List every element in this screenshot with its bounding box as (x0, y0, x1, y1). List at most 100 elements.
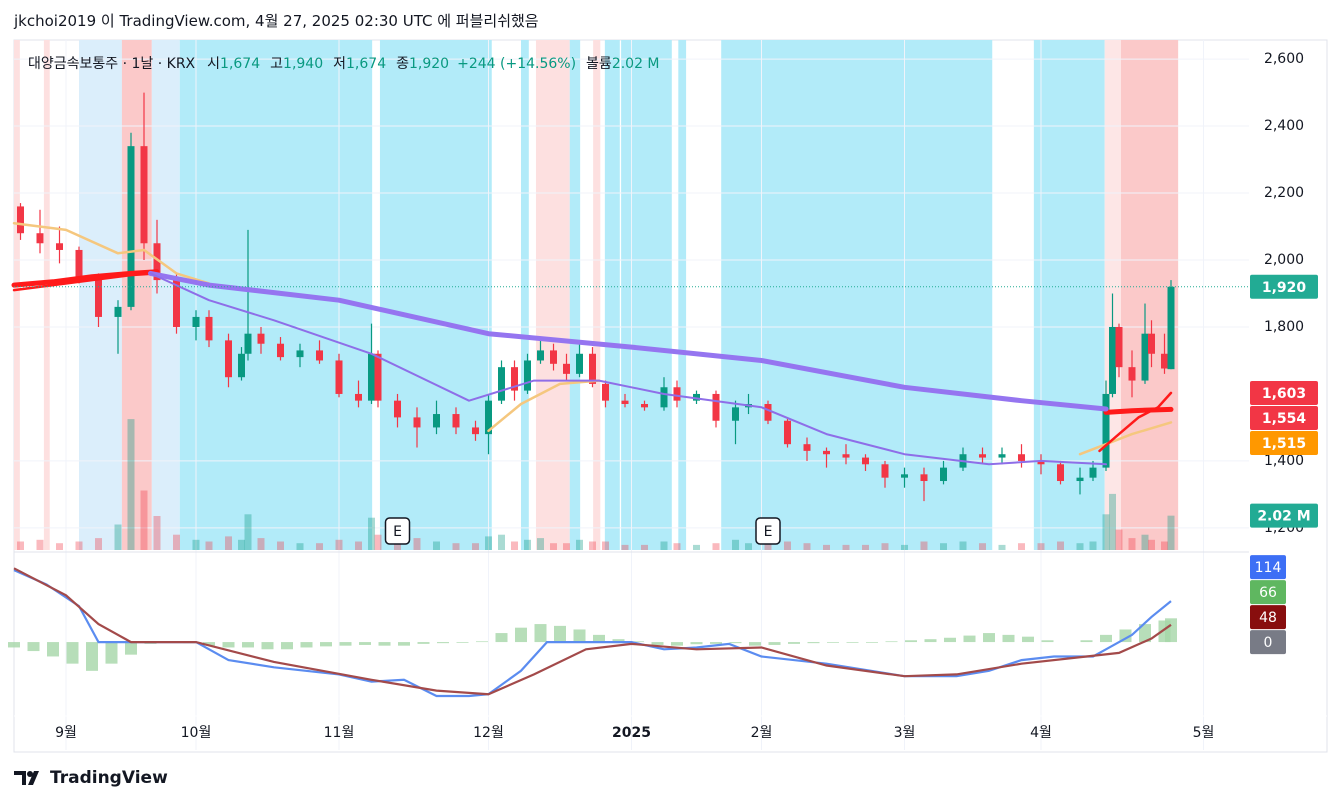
oscillator-value-label: 114 (1255, 560, 1282, 576)
histogram-bar (905, 640, 917, 643)
candle-body (524, 360, 531, 391)
volume-bar (1109, 493, 1116, 550)
histogram-bar (671, 642, 683, 646)
histogram-bar (612, 639, 625, 643)
volume-bar (205, 541, 213, 550)
histogram-bar (456, 642, 469, 643)
volume-bar (56, 543, 63, 550)
volume-bar (394, 539, 401, 550)
oscillator-value-label: 48 (1259, 610, 1277, 626)
publish-header: jkchoi2019 이 TradingView.com, 4월 27, 202… (14, 12, 539, 30)
volume-bar (784, 541, 791, 550)
histogram-bar (827, 642, 839, 643)
candle-body (1057, 464, 1064, 482)
volume-bar (95, 538, 102, 550)
candle-body (1089, 467, 1097, 478)
event-label: E (764, 524, 773, 540)
change: +244 (+14.56%) (457, 56, 577, 72)
y-tick-label: 2,600 (1264, 51, 1304, 67)
volume-bar (413, 538, 421, 550)
histogram-bar (924, 639, 937, 643)
volume-bar (1057, 541, 1064, 550)
state-band (379, 40, 492, 550)
histogram-bar (515, 627, 527, 643)
histogram-bar (105, 642, 118, 664)
state-band (593, 40, 601, 550)
volume-bar (452, 543, 460, 550)
volume-bar (296, 543, 304, 550)
volume-bar (660, 541, 668, 550)
histogram-bar (554, 625, 566, 643)
candle-body (998, 454, 1006, 458)
histogram-bar (651, 642, 664, 645)
histogram-bar (8, 642, 20, 648)
y-tick-label: 2,400 (1264, 118, 1304, 134)
moving-average (148, 270, 1109, 412)
volume-bar (153, 516, 161, 550)
candle-body (1102, 393, 1110, 468)
volume-bar (316, 543, 323, 550)
candle-body (803, 444, 811, 451)
volume-bar (901, 544, 908, 550)
volume-bar (244, 514, 252, 550)
histogram-bar (1165, 618, 1177, 643)
candle-body (1109, 326, 1116, 394)
candle-body (316, 350, 323, 361)
histogram-bar (281, 642, 293, 650)
candle-body (296, 350, 304, 358)
candle-body (693, 393, 700, 401)
histogram-bar (593, 634, 605, 643)
x-tick-label: 12월 (473, 725, 504, 741)
volume-bar (959, 541, 967, 550)
volume-bar (257, 538, 265, 550)
histogram-bar (66, 642, 79, 664)
event-marker (384, 517, 411, 545)
y-tick-label: 2,000 (1264, 252, 1304, 268)
histogram-bar (1002, 634, 1015, 643)
candle-body (1115, 326, 1123, 368)
histogram-bar (573, 629, 586, 643)
volume-bar (1161, 541, 1168, 550)
histogram-bar (807, 642, 820, 644)
candle-body (114, 306, 122, 317)
histogram-bar (125, 642, 137, 655)
volume-bar (173, 534, 180, 550)
oscillator-value-label: 0 (1264, 635, 1273, 651)
y-tick-label: 1,400 (1264, 453, 1304, 469)
ohlc-fields: 시1,674 고1,940 저1,674 종1,920 (205, 56, 457, 72)
candle-body (1161, 353, 1168, 369)
histogram-bar (27, 642, 40, 652)
histogram-bar (398, 642, 410, 646)
candle-body (602, 383, 609, 401)
histogram-bar (944, 637, 956, 643)
volume-bar (238, 539, 245, 550)
volume-bar (140, 490, 148, 550)
price-value-label: 1,554 (1262, 411, 1307, 427)
volume-bar (803, 543, 811, 550)
volume-bar (75, 541, 83, 550)
candle-body (764, 403, 772, 421)
histogram-bar (476, 641, 488, 643)
candle-body (452, 414, 460, 428)
volume-bar (732, 539, 739, 550)
volume-bar (524, 539, 531, 550)
candle-body (95, 276, 102, 317)
candle-body (56, 243, 63, 250)
candle-body (153, 243, 161, 281)
oscillator-value-label: 66 (1259, 585, 1277, 601)
field-value: 1,940 (283, 56, 324, 72)
field-value: 1,674 (220, 56, 261, 72)
histogram-bar (632, 641, 644, 643)
price-value-box (1250, 380, 1318, 405)
x-tick-label: 4월 (1030, 725, 1052, 741)
logo (14, 771, 39, 785)
candle-body (192, 316, 200, 327)
x-tick-label: 2025 (612, 725, 651, 741)
candle-body (979, 454, 986, 458)
moving-average (11, 269, 1174, 415)
event-label: E (393, 524, 402, 540)
volume-bar (979, 543, 986, 550)
candle-body (140, 146, 148, 244)
